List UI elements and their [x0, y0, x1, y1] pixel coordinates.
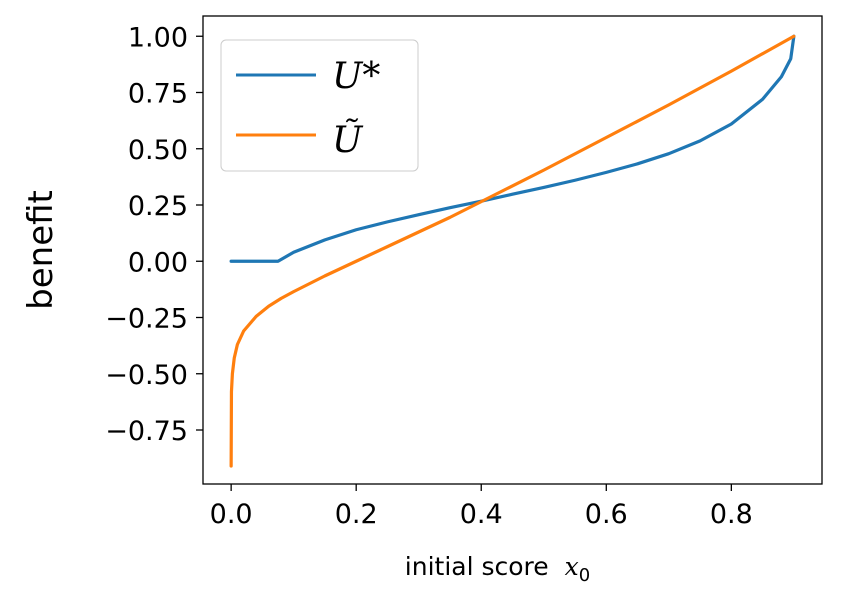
- series-line-u-tilde: [229, 34, 796, 468]
- y-axis-label: benefit: [21, 190, 61, 310]
- x-axis-label-var: x: [565, 552, 579, 581]
- y-tick-label: 0.25: [128, 191, 188, 222]
- x-axis-label: initial score x0: [405, 552, 590, 586]
- y-tick-label: 0.75: [128, 79, 188, 110]
- x-axis-label-sub: 0: [579, 565, 590, 586]
- y-tick-label: 1.00: [128, 22, 188, 53]
- x-tick-label: 0.6: [585, 499, 628, 530]
- x-tick-label: 0.8: [710, 499, 753, 530]
- legend-label-u-tilde: Ũ: [332, 119, 364, 161]
- legend-label-u-star: U*: [332, 56, 380, 97]
- x-tick-label: 0.4: [460, 499, 503, 530]
- x-tick-label: 0.2: [335, 499, 378, 530]
- legend: U* Ũ: [220, 39, 419, 172]
- plot-frame: [202, 15, 823, 485]
- y-tick-label: 0.50: [128, 135, 188, 166]
- x-axis-label-text: initial score: [405, 552, 549, 581]
- x-tick-label: 0.0: [210, 499, 253, 530]
- legend-box: [220, 39, 419, 172]
- y-tick-label: −0.25: [105, 304, 188, 335]
- y-tick-label: −0.75: [105, 416, 188, 447]
- series-line-u-star: [229, 34, 796, 263]
- series-layer: [229, 34, 796, 468]
- ticks-layer: 0.0 0.2 0.4 0.6 0.8 −0.75 −0.50 −0.25 0.00 0.25 0.…: [105, 22, 753, 530]
- y-tick-label: −0.50: [105, 360, 188, 391]
- y-tick-label: 0.00: [128, 247, 188, 278]
